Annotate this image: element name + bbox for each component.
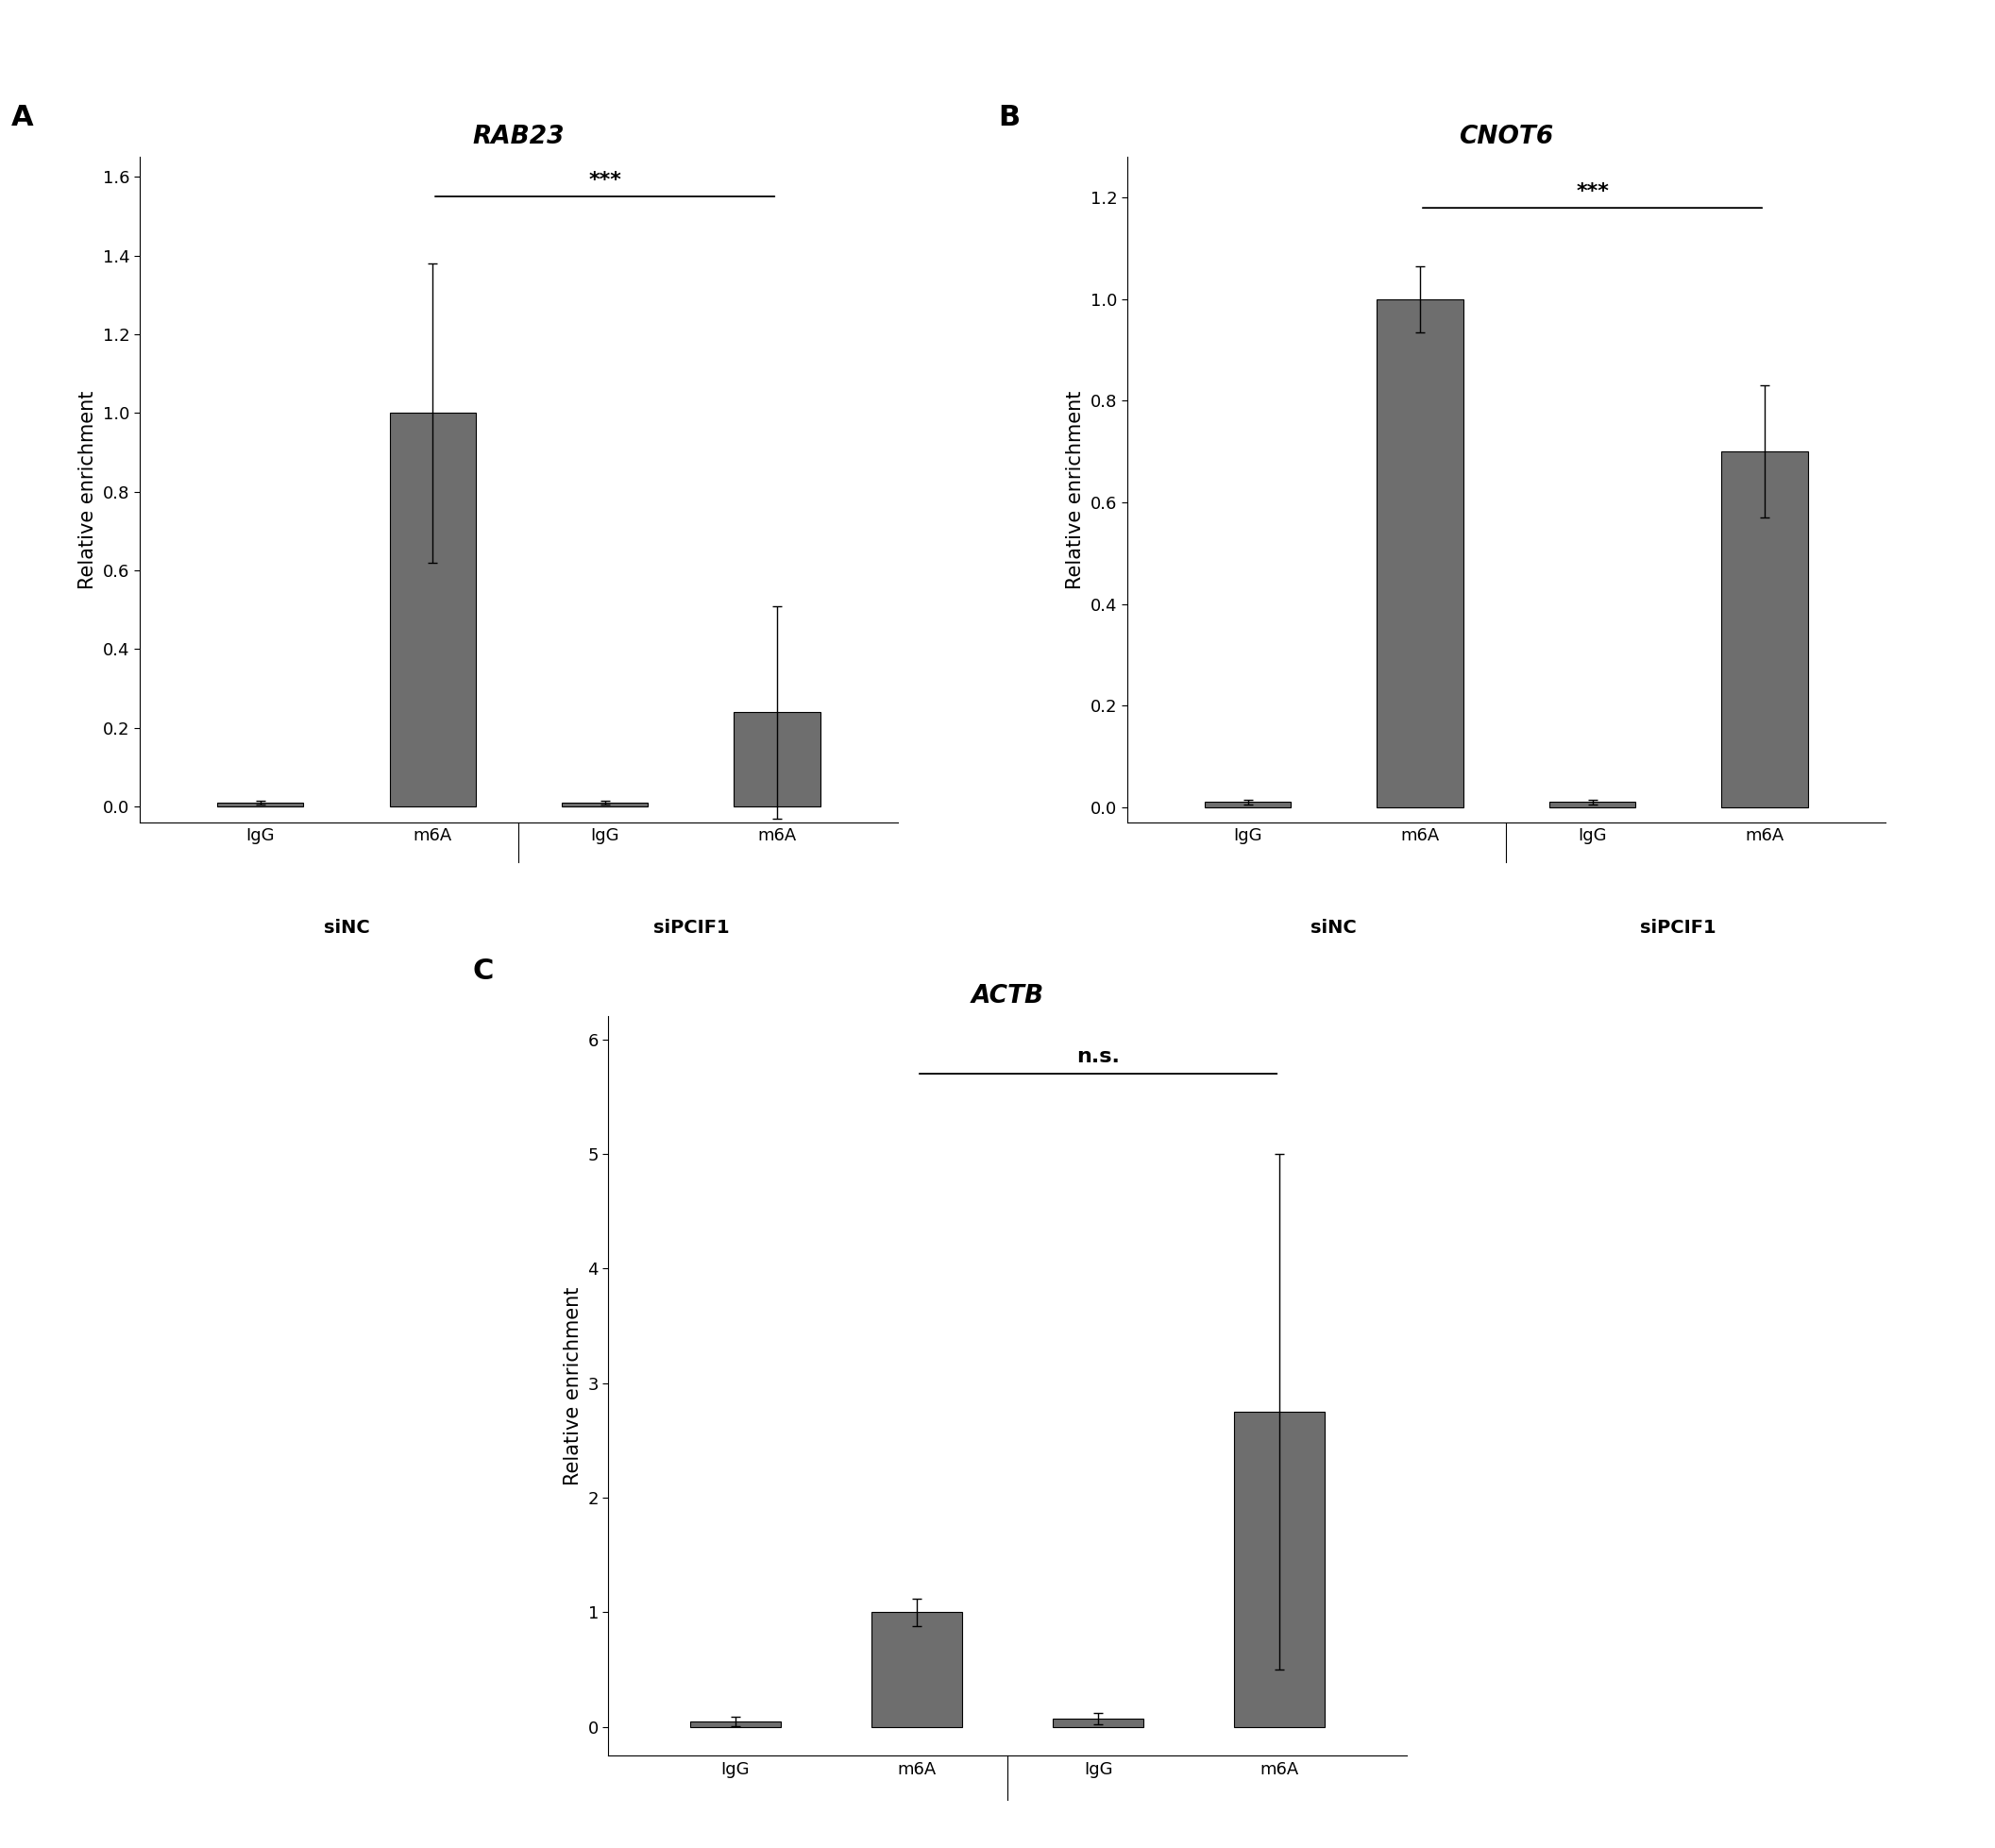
Bar (1205, 802, 1291, 808)
Title: RAB23: RAB23 (473, 126, 565, 150)
Bar (1722, 451, 1807, 808)
Text: siNC: siNC (1311, 918, 1357, 937)
Text: B: B (998, 103, 1019, 131)
Text: siPCIF1: siPCIF1 (1640, 918, 1716, 937)
Text: n.s.: n.s. (1077, 1048, 1119, 1066)
Text: siPCIF1: siPCIF1 (652, 918, 728, 937)
Bar (734, 711, 820, 806)
Bar (1235, 1412, 1325, 1726)
Y-axis label: Relative enrichment: Relative enrichment (1065, 390, 1085, 590)
Title: ACTB: ACTB (972, 985, 1043, 1009)
Text: ***: *** (589, 170, 620, 190)
Bar (217, 802, 303, 806)
Bar (1053, 1719, 1143, 1726)
Bar (690, 1720, 780, 1726)
Bar (872, 1611, 962, 1726)
Text: A: A (10, 103, 34, 131)
Text: ***: *** (1576, 183, 1608, 201)
Text: C: C (473, 957, 495, 985)
Bar (1377, 299, 1462, 808)
Y-axis label: Relative enrichment: Relative enrichment (78, 390, 98, 590)
Bar (1550, 802, 1636, 808)
Title: CNOT6: CNOT6 (1458, 126, 1554, 150)
Bar (563, 802, 648, 806)
Y-axis label: Relative enrichment: Relative enrichment (565, 1286, 583, 1486)
Text: siNC: siNC (323, 918, 369, 937)
Bar (389, 412, 475, 806)
